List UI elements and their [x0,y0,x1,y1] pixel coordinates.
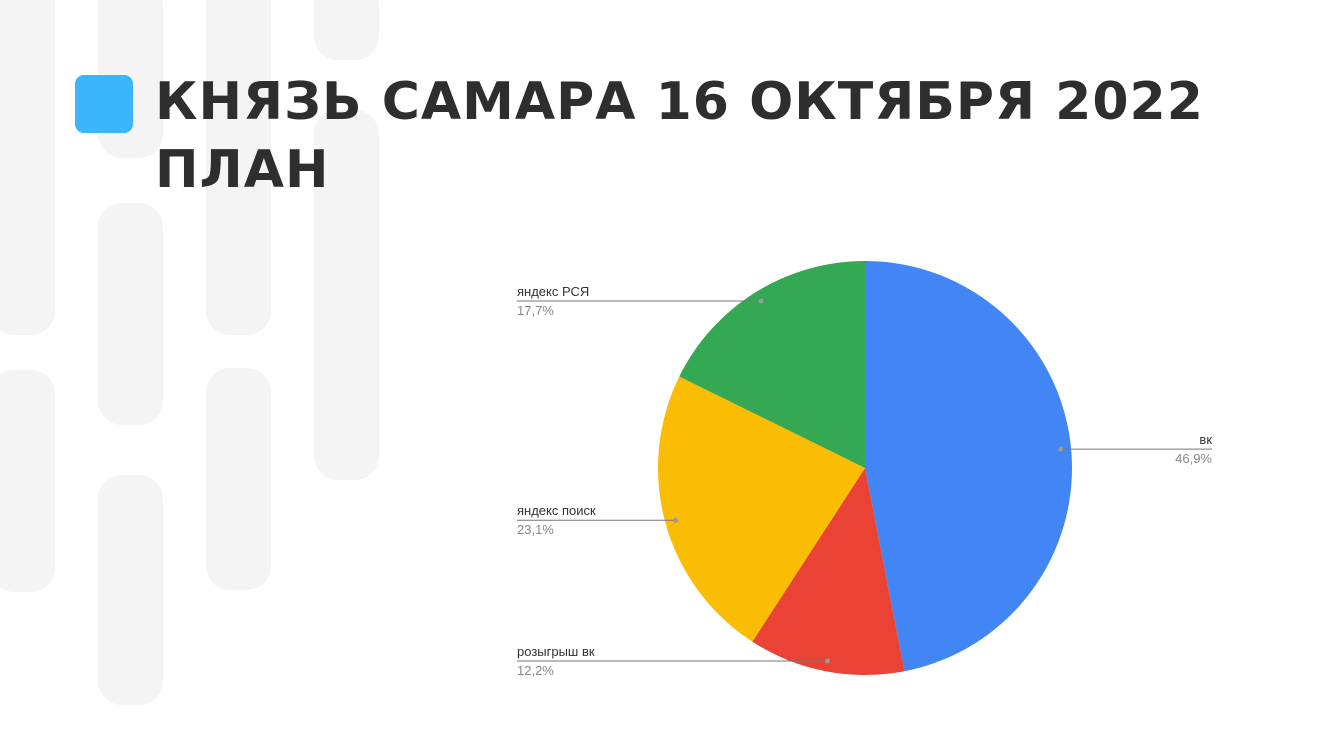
leader-dot [672,517,678,523]
leader-dot [758,298,764,304]
slice-value-label: 46,9% [1175,451,1212,466]
slice-value-label: 23,1% [517,522,554,537]
title-icon [75,75,133,133]
pie-slice [679,261,865,468]
chart-title: КНЯЗЬ САМАРА 16 ОКТЯБРЯ 2022 ПЛАН [155,72,1204,200]
pie-slice [657,376,865,642]
leader-dot [1058,446,1064,452]
slice-label: вк [1199,432,1212,447]
pie-slice [752,468,905,675]
slice-label: розыгрыш вк [517,644,595,659]
pie-slice [865,261,1073,672]
slice-label: яндекс РСЯ [517,284,589,299]
slice-label: яндекс поиск [517,503,596,518]
slice-value-label: 12,2% [517,663,554,678]
background-decoration [0,0,379,705]
slice-value-label: 17,7% [517,303,554,318]
leader-dot [825,658,831,664]
